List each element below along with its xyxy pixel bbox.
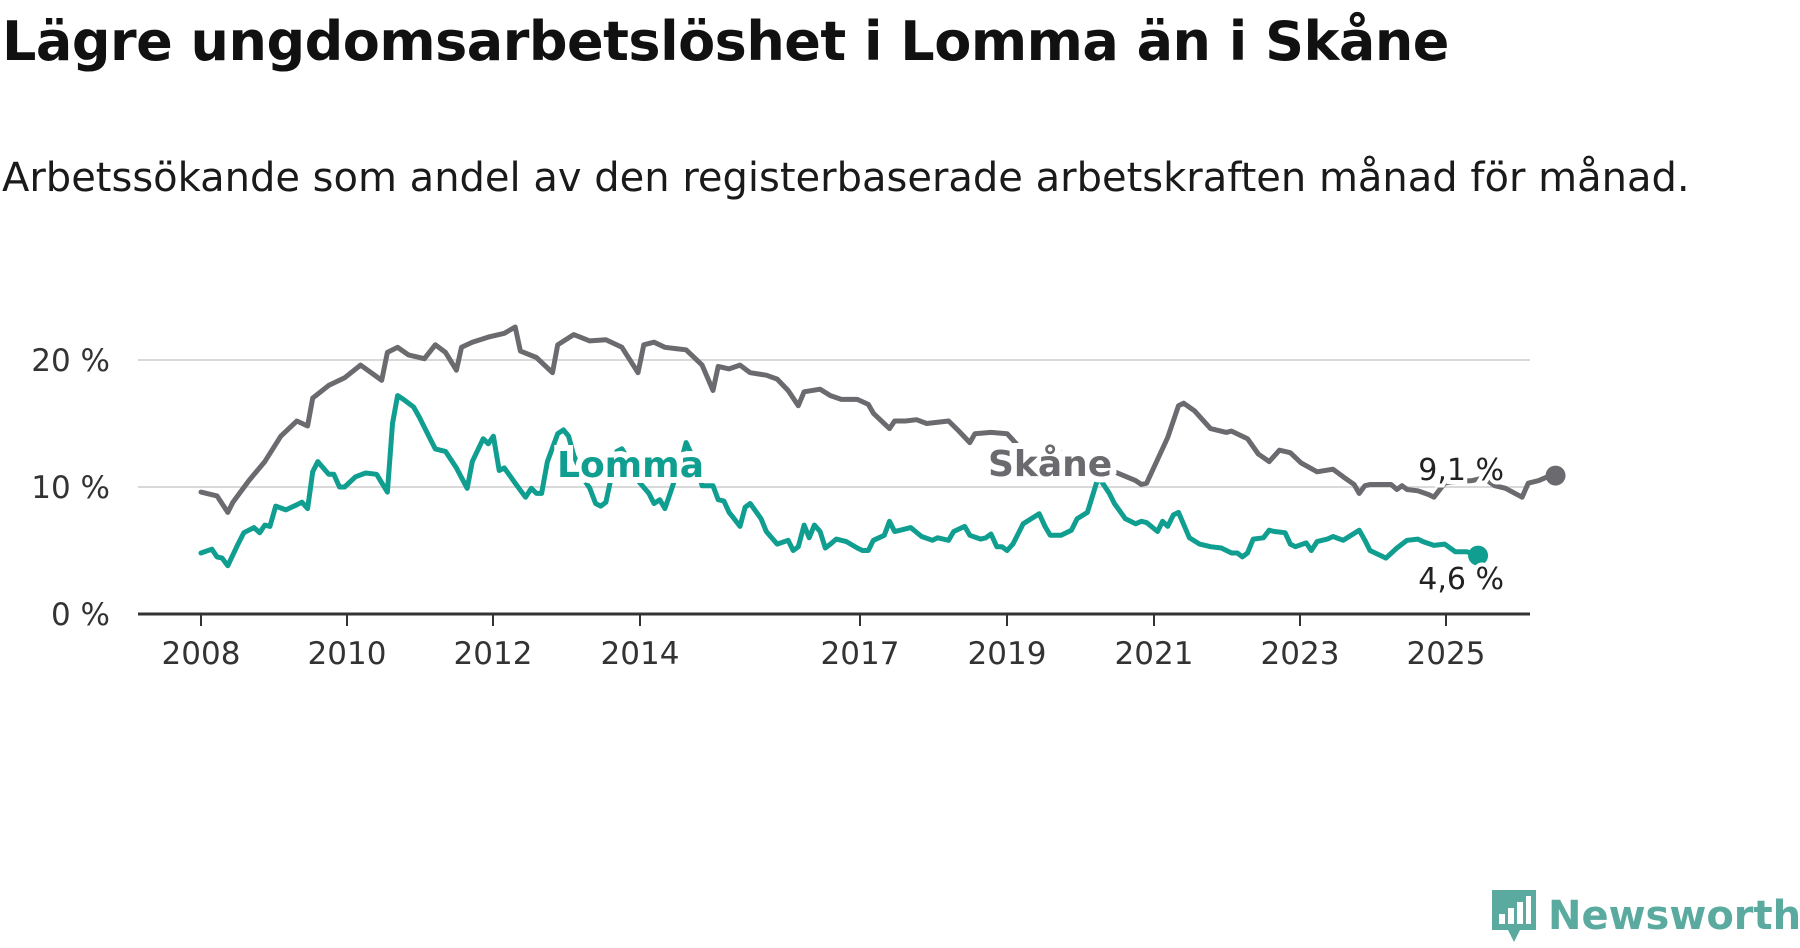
x-tick-label: 2023 <box>1261 636 1340 672</box>
end-point-lomma <box>1468 545 1489 566</box>
newsworthy-logo-text: Newsworthy <box>1548 893 1800 939</box>
series-line-skane <box>198 324 1558 515</box>
x-tick-label: 2017 <box>821 636 900 672</box>
grid-lines: 0 % 10 % 20 % <box>31 343 1530 633</box>
series-line-lomma <box>198 393 1481 569</box>
series-name-label: Lomma <box>557 445 704 486</box>
chart-title: Lägre ungdomsarbetslöshet i Lomma än i S… <box>2 10 1449 73</box>
series-labels: 9,1 % Skåne 4,6 % Lomma <box>551 438 1508 601</box>
newsworthy-logo: Newsworthy <box>1490 888 1800 944</box>
end-value-label: 4,6 % <box>1418 562 1504 597</box>
end-value-label: 9,1 % <box>1418 453 1504 488</box>
x-tick-label: 2021 <box>1115 636 1194 672</box>
newsworthy-logo-icon <box>1492 890 1536 942</box>
x-tick-label: 2012 <box>454 636 533 672</box>
x-axis: 2008 2010 2012 2014 2017 2019 2021 2023 2025 <box>138 612 1530 672</box>
end-point-skane <box>1545 465 1566 486</box>
series-lines <box>198 324 1566 569</box>
x-tick-label: 2008 <box>162 636 241 672</box>
y-tick-label: 20 % <box>31 343 110 379</box>
y-tick-label: 10 % <box>31 470 110 506</box>
chart-subtitle: Arbetssökande som andel av den registerb… <box>2 155 1690 201</box>
series-name-label: Skåne <box>988 444 1112 485</box>
x-tick-label: 2019 <box>968 636 1047 672</box>
x-tick-label: 2010 <box>308 636 387 672</box>
x-tick-label: 2014 <box>601 636 680 672</box>
y-tick-label: 0 % <box>51 597 110 633</box>
x-tick-label: 2025 <box>1407 636 1486 672</box>
